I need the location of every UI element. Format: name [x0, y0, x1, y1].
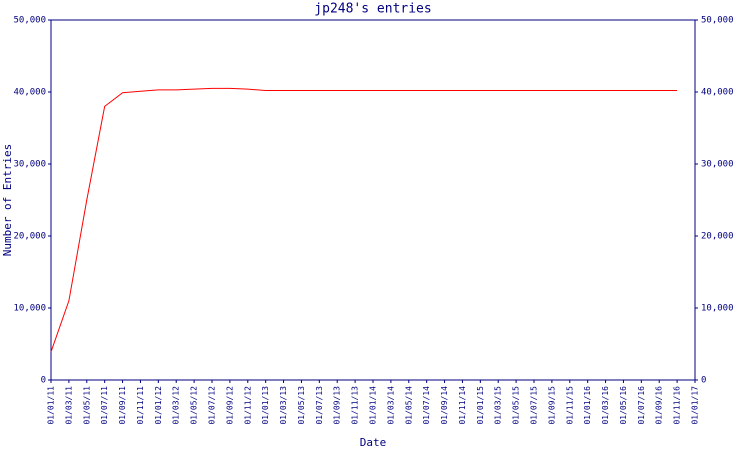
x-tick-label: 01/01/14: [369, 386, 378, 425]
x-tick-label: 01/11/11: [136, 386, 145, 425]
x-tick-label: 01/03/11: [64, 386, 73, 425]
x-tick-label: 01/05/11: [82, 386, 91, 425]
x-tick-label: 01/01/12: [154, 386, 163, 425]
y-tick-label: 10,000: [13, 304, 46, 314]
x-tick-label: 01/09/14: [440, 386, 449, 425]
x-tick-label: 01/09/15: [547, 386, 556, 425]
x-tick-label: 01/07/15: [530, 386, 539, 425]
x-tick-label: 01/05/13: [297, 386, 306, 425]
x-tick-label: 01/03/15: [494, 386, 503, 425]
x-tick-label: 01/07/12: [208, 386, 217, 425]
x-tick-label: 01/01/11: [47, 386, 56, 425]
x-tick-label: 01/01/15: [476, 386, 485, 425]
x-tick-label: 01/05/15: [512, 386, 521, 425]
y2-tick-label: 20,000: [701, 232, 734, 242]
x-tick-label: 01/07/16: [637, 386, 646, 425]
x-tick-label: 01/09/11: [118, 386, 127, 425]
x-tick-label: 01/05/14: [404, 386, 413, 425]
x-tick-label: 01/01/17: [691, 386, 700, 425]
y2-tick-label: 50,000: [701, 16, 734, 26]
x-tick-label: 01/03/16: [601, 386, 610, 425]
x-tick-label: 01/11/12: [243, 386, 252, 425]
x-tick-label: 01/01/16: [583, 386, 592, 425]
x-tick-label: 01/11/16: [673, 386, 682, 425]
y2-tick-label: 30,000: [701, 160, 734, 170]
y-tick-label: 20,000: [13, 232, 46, 242]
plot-frame: [50, 19, 696, 381]
y-axis-label: Number of Entries: [1, 144, 14, 257]
x-tick-label: 01/07/14: [422, 386, 431, 425]
y-tick-label: 30,000: [13, 160, 46, 170]
data-line: [50, 87, 678, 353]
x-tick-label: 01/09/16: [655, 386, 664, 425]
y2-tick-label: 40,000: [701, 88, 734, 98]
y-tick-label: 40,000: [13, 88, 46, 98]
x-tick-label: 01/03/13: [279, 386, 288, 425]
x-tick-label: 01/11/15: [565, 386, 574, 425]
x-tick-label: 01/07/13: [315, 386, 324, 425]
chart-title: jp248's entries: [314, 2, 431, 17]
y2-tick-label: 10,000: [701, 304, 734, 314]
x-tick-label: 01/05/12: [190, 386, 199, 425]
x-tick-label: 01/09/13: [333, 386, 342, 425]
y-tick-label: 0: [41, 376, 46, 386]
x-tick-label: 01/03/12: [172, 386, 181, 425]
x-tick-label: 01/09/12: [225, 386, 234, 425]
x-tick-label: 01/11/13: [351, 386, 360, 425]
x-tick-label: 01/05/16: [619, 386, 628, 425]
x-tick-label: 01/11/14: [458, 386, 467, 425]
y-tick-label: 50,000: [13, 16, 46, 26]
x-tick-label: 01/01/13: [261, 386, 270, 425]
y2-tick-label: 0: [701, 376, 706, 386]
x-axis-label: Date: [360, 436, 387, 449]
x-tick-label: 01/03/14: [386, 386, 395, 425]
x-tick-label: 01/07/11: [100, 386, 109, 425]
